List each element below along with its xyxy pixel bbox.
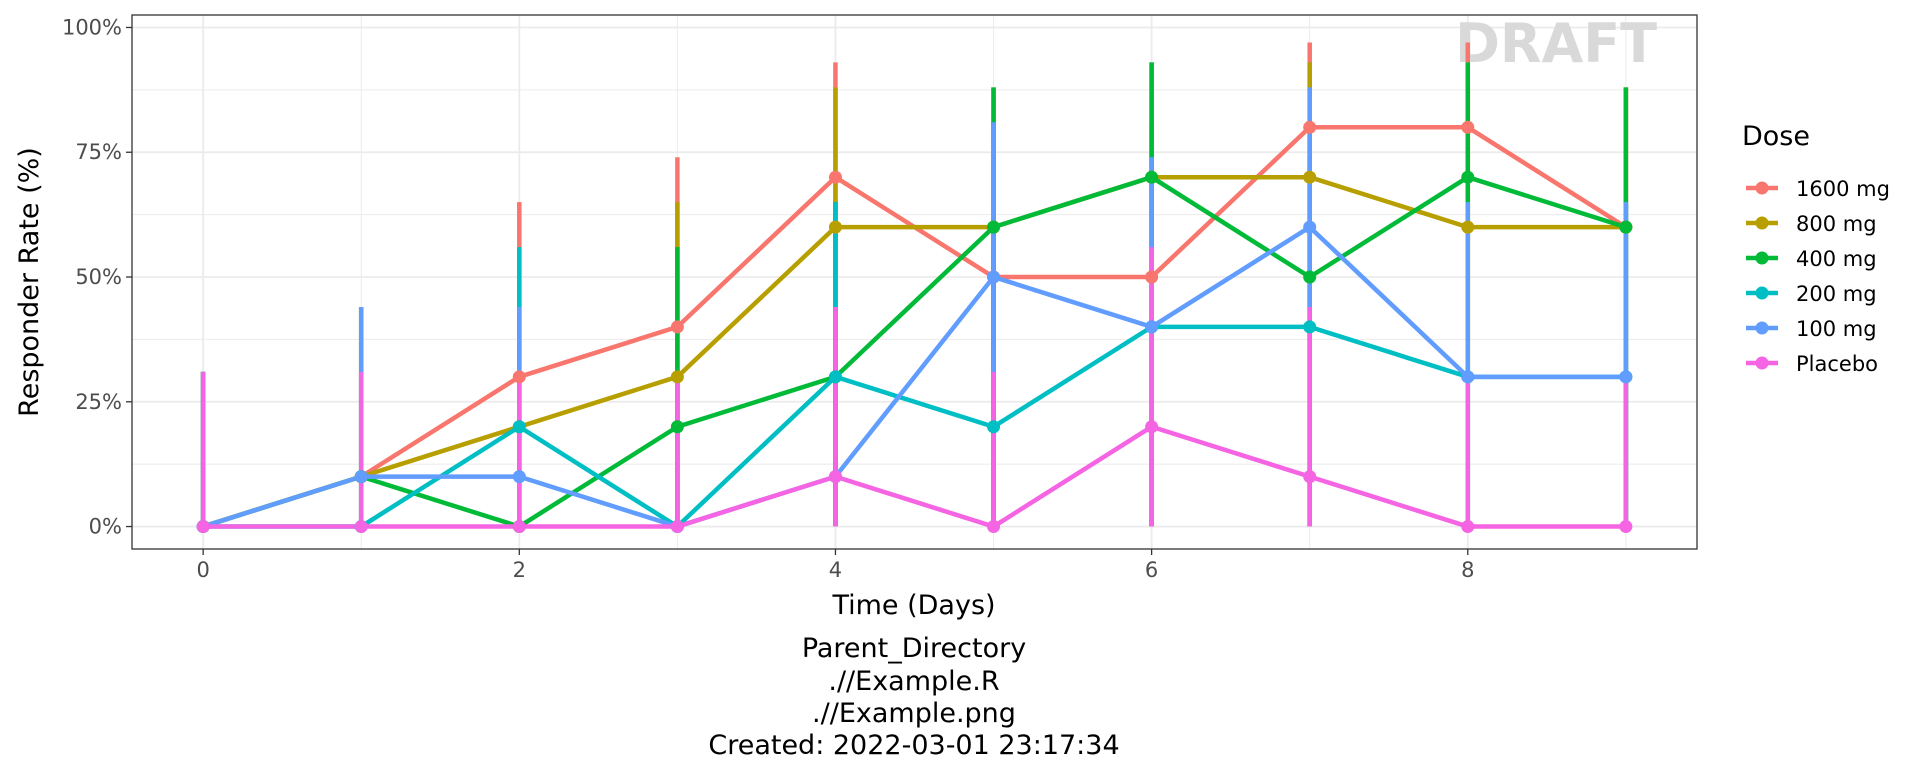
data-point-1600-mg	[1461, 120, 1475, 134]
error-bars	[200, 42, 1629, 527]
series-line-placebo	[203, 424, 1626, 529]
y-tick-label: 100%	[62, 15, 122, 39]
y-tick-label: 0%	[89, 515, 122, 539]
x-tick-label: 2	[513, 558, 526, 582]
legend-item-100-mg: 100 mg	[1746, 317, 1877, 341]
legend-label: 400 mg	[1796, 247, 1877, 271]
x-tick-label: 6	[1145, 558, 1158, 582]
series-line-400-mg	[202, 174, 1627, 529]
legend-key-point	[1755, 356, 1769, 370]
data-point-100-mg	[1145, 320, 1159, 334]
legend-item-800-mg: 800 mg	[1746, 212, 1877, 236]
legend-item-400-mg: 400 mg	[1746, 247, 1877, 271]
y-axis-ticks: 0% 25% 50% 75% 100%	[62, 15, 132, 539]
series-line-800-mg	[202, 174, 1626, 529]
data-point-placebo	[1619, 520, 1633, 534]
data-point-placebo	[828, 470, 842, 484]
data-point-placebo	[1145, 420, 1159, 434]
y-tick-label: 75%	[75, 140, 122, 164]
y-tick-label: 50%	[75, 265, 122, 289]
data-point-200-mg	[828, 370, 842, 384]
data-point-400-mg	[1619, 220, 1633, 234]
panel-border	[131, 14, 1698, 550]
data-point-placebo	[354, 520, 368, 534]
data-point-placebo	[196, 520, 210, 534]
series-points	[196, 120, 1633, 534]
caption-line-2: .//Example.R	[828, 666, 999, 697]
legend-label: 100 mg	[1796, 317, 1877, 341]
data-point-200-mg	[987, 420, 1001, 434]
data-point-200-mg	[1303, 320, 1317, 334]
data-point-placebo	[987, 520, 1001, 534]
data-point-400-mg	[1461, 170, 1475, 184]
caption-line-1: Parent_Directory	[802, 633, 1026, 664]
watermark-text: DRAFT	[1455, 12, 1657, 75]
legend: 1600 mg 800 mg 400 mg 200 mg 100 mg Placebo	[1746, 177, 1890, 376]
legend-item-placebo: Placebo	[1746, 352, 1878, 376]
legend-key-point	[1755, 251, 1769, 265]
data-point-100-mg	[512, 470, 526, 484]
legend-label: 800 mg	[1796, 212, 1877, 236]
caption-line-4: Created: 2022-03-01 23:17:34	[708, 730, 1119, 761]
legend-key-point	[1755, 286, 1769, 300]
data-point-400-mg	[987, 220, 1001, 234]
legend-label: 1600 mg	[1796, 177, 1890, 201]
data-point-100-mg	[1303, 220, 1317, 234]
series-lines	[202, 125, 1628, 529]
y-tick-label: 25%	[75, 390, 122, 414]
legend-title: Dose	[1742, 121, 1810, 152]
x-tick-label: 8	[1461, 558, 1474, 582]
data-point-100-mg	[987, 270, 1001, 284]
legend-key-point	[1755, 181, 1769, 195]
data-point-1600-mg	[1303, 120, 1317, 134]
data-point-placebo	[512, 520, 526, 534]
y-axis-title: Responder Rate (%)	[14, 147, 45, 417]
legend-item-200-mg: 200 mg	[1746, 282, 1877, 306]
data-point-100-mg	[1619, 370, 1633, 384]
data-point-1600-mg	[828, 170, 842, 184]
x-axis-ticks: 0 2 4 6 8	[196, 549, 1474, 582]
data-point-100-mg	[354, 470, 368, 484]
data-point-400-mg	[670, 420, 684, 434]
data-point-800-mg	[670, 370, 684, 384]
series-line-100-mg	[202, 224, 1626, 529]
x-tick-label: 4	[829, 558, 842, 582]
data-point-1600-mg	[512, 370, 526, 384]
data-point-100-mg	[1461, 370, 1475, 384]
data-point-800-mg	[1461, 220, 1475, 234]
data-point-800-mg	[1303, 170, 1317, 184]
data-point-400-mg	[1145, 170, 1159, 184]
legend-label: Placebo	[1796, 352, 1878, 376]
data-point-400-mg	[1303, 270, 1317, 284]
legend-label: 200 mg	[1796, 282, 1877, 306]
data-point-placebo	[1461, 520, 1475, 534]
x-axis-title: Time (Days)	[831, 590, 995, 621]
caption-line-3: .//Example.png	[812, 698, 1016, 729]
panel-background	[132, 15, 1697, 549]
data-point-placebo	[1303, 470, 1317, 484]
data-point-1600-mg	[1145, 270, 1159, 284]
caption: Parent_Directory .//Example.R .//Example…	[708, 633, 1119, 761]
data-point-placebo	[670, 520, 684, 534]
legend-key-point	[1755, 216, 1769, 230]
x-tick-label: 0	[196, 558, 209, 582]
legend-item-1600-mg: 1600 mg	[1746, 177, 1890, 201]
legend-key-point	[1755, 321, 1769, 335]
data-point-200-mg	[512, 420, 526, 434]
data-point-1600-mg	[670, 320, 684, 334]
data-point-800-mg	[828, 220, 842, 234]
